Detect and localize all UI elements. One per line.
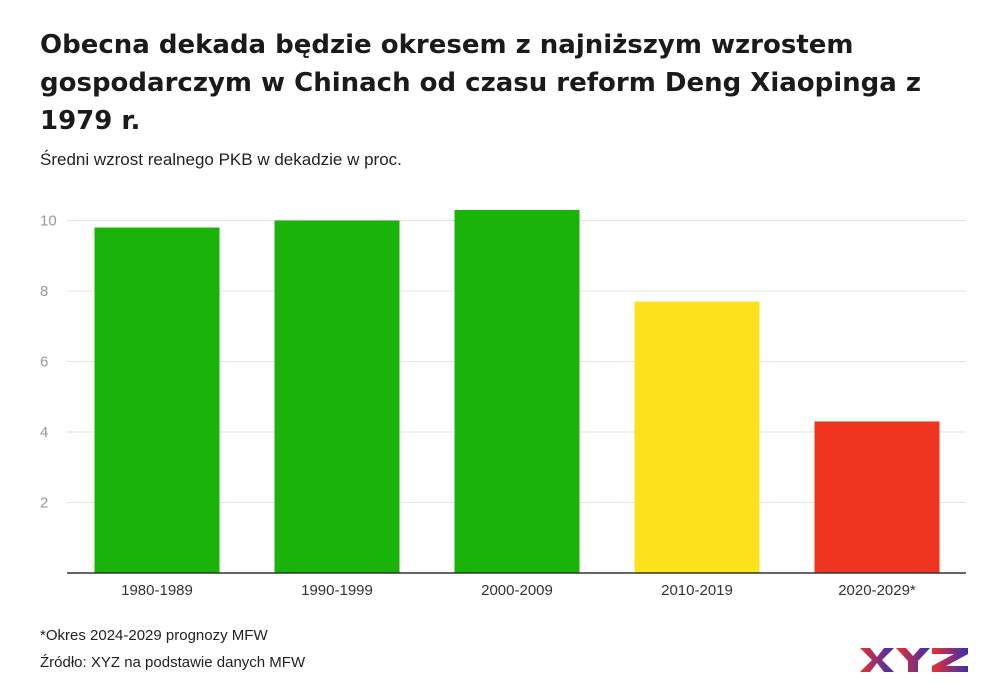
footnote: *Okres 2024-2029 prognozy MFW [40,627,268,644]
y-tick-label: 2 [40,495,48,512]
bar-chart: 2 4 6 8 10 1980-1989 1990-1999 2000-2009 2010-20… [40,209,966,599]
x-tick-label: 1980-1989 [121,582,193,599]
y-tick-label: 8 [40,283,48,300]
x-tick-label: 2010-2019 [661,582,733,599]
bar [814,421,940,573]
y-tick-label: 10 [40,213,57,230]
y-tick-label: 6 [40,354,48,371]
chart-title: Obecna dekada będzie okresem z najniższy… [40,30,922,136]
y-tick-label: 4 [40,424,48,441]
bar [634,301,760,573]
bar [94,227,220,574]
bar [454,209,580,574]
bar [274,220,400,573]
xyz-logo [860,648,968,672]
x-tick-label: 1990-1999 [301,582,373,599]
x-tick-label: 2020-2029* [838,582,916,599]
x-tick-label: 2000-2009 [481,582,553,599]
source-note: Źródło: XYZ na podstawie danych MFW [40,654,306,671]
chart-subtitle: Średni wzrost realnego PKB w dekadzie w … [40,150,402,169]
